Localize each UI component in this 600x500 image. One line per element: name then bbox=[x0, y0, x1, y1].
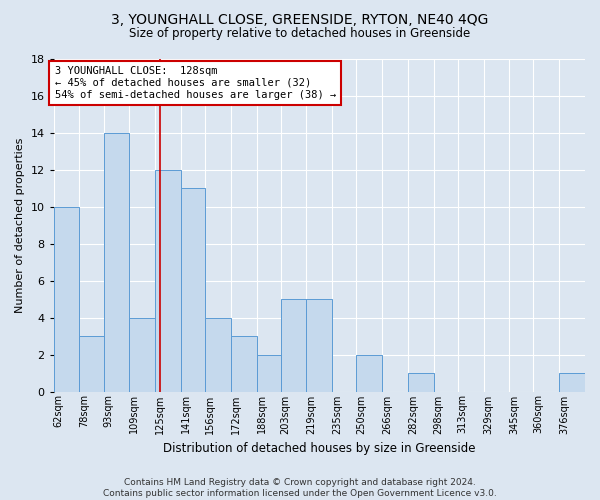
Bar bbox=[231, 336, 257, 392]
Y-axis label: Number of detached properties: Number of detached properties bbox=[15, 138, 25, 313]
Bar bbox=[79, 336, 104, 392]
Bar bbox=[104, 133, 130, 392]
Bar bbox=[205, 318, 231, 392]
X-axis label: Distribution of detached houses by size in Greenside: Distribution of detached houses by size … bbox=[163, 442, 476, 455]
Bar bbox=[408, 373, 434, 392]
Bar bbox=[281, 299, 307, 392]
Bar bbox=[130, 318, 155, 392]
Text: 3 YOUNGHALL CLOSE:  128sqm
← 45% of detached houses are smaller (32)
54% of semi: 3 YOUNGHALL CLOSE: 128sqm ← 45% of detac… bbox=[55, 66, 336, 100]
Text: Contains HM Land Registry data © Crown copyright and database right 2024.
Contai: Contains HM Land Registry data © Crown c… bbox=[103, 478, 497, 498]
Bar bbox=[356, 354, 382, 392]
Bar bbox=[307, 299, 332, 392]
Bar bbox=[257, 354, 281, 392]
Text: Size of property relative to detached houses in Greenside: Size of property relative to detached ho… bbox=[130, 28, 470, 40]
Bar bbox=[155, 170, 181, 392]
Bar bbox=[559, 373, 585, 392]
Text: 3, YOUNGHALL CLOSE, GREENSIDE, RYTON, NE40 4QG: 3, YOUNGHALL CLOSE, GREENSIDE, RYTON, NE… bbox=[112, 12, 488, 26]
Bar bbox=[54, 207, 79, 392]
Bar bbox=[181, 188, 205, 392]
